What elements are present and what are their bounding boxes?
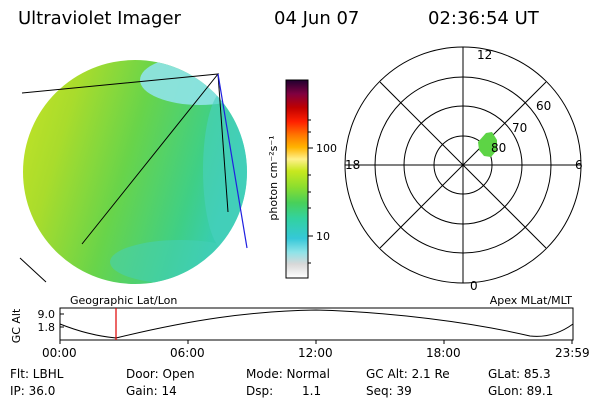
colorbar-label: photon cm⁻²s⁻¹	[267, 135, 280, 220]
gain-status: Gain: 14	[126, 384, 177, 398]
orbit-timeline	[59, 307, 574, 344]
polar-plot	[344, 46, 582, 284]
filter-status: Flt: LBHL	[10, 367, 64, 381]
xtick-1200: 12:00	[298, 346, 333, 360]
geographic-label: Geographic Lat/Lon	[70, 294, 177, 307]
colorbar: 100 10 photon cm⁻²s⁻¹	[267, 79, 337, 279]
seq-status: Seq: 39	[366, 384, 412, 398]
mlt-label-18: 18	[345, 158, 360, 172]
apex-label: Apex MLat/MLT	[490, 294, 573, 307]
gc-alt-axis-label: GC Alt	[10, 308, 23, 343]
ytick-1.8: 1.8	[38, 321, 56, 334]
glat-status: GLat: 85.3	[488, 367, 551, 381]
xtick-0000: 00:00	[42, 346, 77, 360]
glon-status: GLon: 89.1	[488, 384, 554, 398]
xtick-0600: 06:00	[170, 346, 205, 360]
mlt-label-0: 0	[470, 279, 478, 293]
mlt-label-12: 12	[477, 48, 492, 62]
colorbar-tick-label-100: 100	[316, 142, 337, 155]
lat-label-70: 70	[512, 121, 527, 135]
gc-alt-status: GC Alt: 2.1 Re	[366, 367, 450, 381]
ip-status: IP: 36.0	[10, 384, 56, 398]
instrument-title: Ultraviolet Imager	[18, 8, 181, 29]
lat-label-60: 60	[536, 99, 551, 113]
date-label: 04 Jun 07	[274, 8, 360, 29]
uv-earth-image	[19, 60, 248, 284]
door-status: Door: Open	[126, 367, 195, 381]
xtick-2359: 23:59	[555, 346, 590, 360]
time-label: 02:36:54 UT	[428, 8, 539, 29]
mlt-label-6: 6	[575, 158, 583, 172]
ytick-9: 9.0	[38, 308, 56, 321]
mode-status: Mode: Normal	[246, 367, 330, 381]
lat-label-80: 80	[491, 141, 506, 155]
colorbar-tick-label-10: 10	[316, 230, 330, 243]
aurora-blob	[478, 132, 497, 157]
dsp-label: Dsp:	[246, 384, 274, 398]
dsp-value: 1.1	[302, 384, 322, 398]
xtick-1800: 18:00	[426, 346, 461, 360]
